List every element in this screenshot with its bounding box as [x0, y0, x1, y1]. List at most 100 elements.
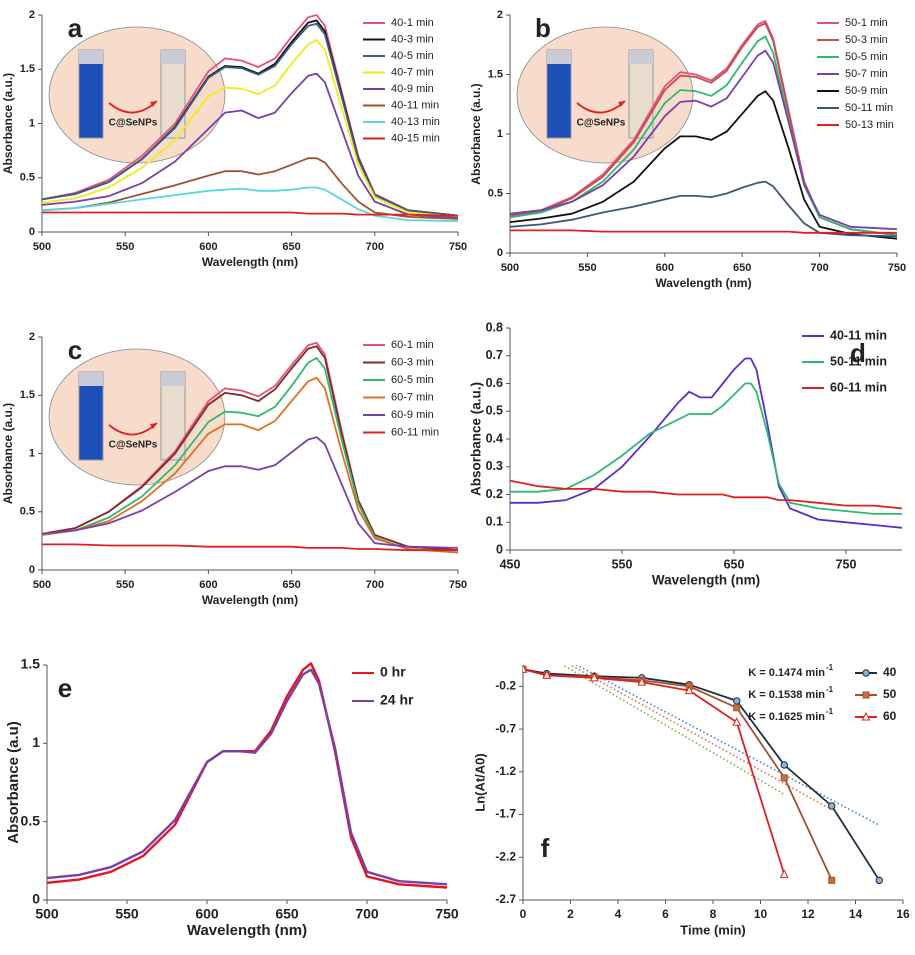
series-line [509, 49, 898, 231]
legend-label: 50-5 min [845, 51, 888, 63]
x-tick-label: 2 [567, 907, 574, 921]
marker [875, 876, 883, 885]
y-tick-label: 0 [497, 247, 503, 259]
marker [732, 717, 742, 726]
x-tick-label: 750 [435, 906, 459, 922]
y-tick-label: 0.5 [488, 187, 503, 199]
legend-label: 60 [883, 709, 897, 723]
y-tick-label: 0 [29, 564, 35, 576]
y-tick-label: -0.7 [495, 721, 516, 735]
marker [780, 774, 788, 782]
legend-label: 40-3 min [391, 33, 434, 45]
y-tick-label: 0.7 [486, 348, 503, 362]
x-tick-label: 700 [366, 579, 384, 591]
x-axis-title: Wavelength (nm) [202, 255, 298, 269]
x-tick-label: 500 [33, 579, 51, 591]
marker [733, 704, 741, 712]
y-tick-label: 0.5 [20, 506, 35, 518]
series-line [41, 376, 459, 554]
y-tick-label: 0.2 [486, 487, 503, 501]
cuvette-cap [161, 50, 185, 64]
legend-label: 40-5 min [391, 50, 434, 62]
y-tick-label: 0.5 [486, 404, 503, 418]
legend-label: 60-1 min [391, 339, 434, 351]
cuvette-cap [79, 50, 103, 64]
legend-label: 40-11 min [830, 328, 887, 342]
x-tick-label: 500 [33, 241, 51, 253]
cuvette-clear [628, 49, 654, 139]
series-line [510, 229, 897, 234]
y-axis-title: Ln(At/A0) [472, 753, 487, 812]
x-tick-label: 650 [282, 579, 300, 591]
x-tick-label: 450 [500, 557, 521, 571]
series-line [509, 90, 898, 240]
x-tick-label: 700 [355, 906, 379, 922]
y-tick-label: 0 [496, 542, 503, 556]
x-tick-label: 6 [662, 907, 669, 921]
x-tick-label: 650 [724, 557, 745, 571]
series-line [46, 662, 448, 889]
inset-arrowhead [618, 101, 625, 107]
marker [862, 669, 870, 677]
y-tick-label: 1.5 [488, 68, 503, 80]
y-axis-title: Absorbance (a.u) [5, 721, 22, 844]
marker [861, 711, 871, 721]
legend-label: 60-11 min [830, 380, 887, 394]
legend-label: 60-3 min [391, 356, 434, 368]
legend-label: 50-11 min [830, 354, 887, 368]
x-tick-label: 600 [195, 906, 219, 922]
series-line [41, 436, 459, 549]
rate-constant: K = 0.1625 min [748, 711, 825, 723]
marker [828, 802, 836, 810]
marker [780, 761, 788, 769]
inset-arrowhead [150, 101, 157, 107]
y-tick-label: 0.8 [486, 320, 503, 334]
legend-label: 24 hr [380, 692, 414, 708]
panel-label: c [68, 335, 82, 365]
inset-bubble [48, 26, 226, 164]
trend-line [561, 665, 785, 796]
y-tick-label: -2.2 [495, 849, 516, 863]
x-axis-title: Wavelength (nm) [202, 593, 298, 607]
plot-area [46, 662, 448, 889]
x-axis-title: Wavelength (nm) [652, 573, 760, 588]
x-tick-label: 550 [612, 557, 633, 571]
x-tick-label: 500 [35, 906, 59, 922]
inset-bubble [516, 26, 694, 164]
cuvette-blue [78, 371, 104, 461]
x-tick-label: 10 [754, 907, 768, 921]
cuvette-cap [161, 372, 185, 386]
legend: 60-1 min 60-3 min 60-5 min 60-7 min 60-9 min… [363, 339, 439, 438]
legend: 40-1 min 40-3 min 40-5 min 40-7 min 40-9 min… [363, 17, 440, 144]
y-tick-label: -2.7 [495, 892, 516, 906]
x-tick-label: 650 [275, 906, 299, 922]
x-tick-label: 8 [710, 907, 717, 921]
cuvette-blue [78, 49, 104, 139]
legend-label: 40-7 min [391, 66, 434, 78]
y-tick-label: 0.4 [486, 431, 503, 445]
x-tick-label: 0 [520, 907, 527, 921]
plot-area [41, 341, 459, 554]
x-tick-label: 750 [836, 557, 857, 571]
x-tick-label: 700 [810, 262, 828, 274]
y-tick-label: 1.5 [20, 389, 35, 401]
y-tick-label: 2 [29, 331, 35, 343]
legend-label: 60-9 min [391, 409, 434, 421]
legend: 50-1 min 50-3 min 50-5 min 50-7 min 50-9 min… [817, 17, 894, 131]
marker [589, 672, 599, 682]
panel-label: a [68, 13, 83, 43]
series-line [510, 357, 903, 529]
x-tick-label: 550 [578, 262, 596, 274]
x-tick-label: 550 [116, 241, 134, 253]
marker [828, 876, 836, 884]
legend-label: 60-11 min [391, 426, 439, 438]
series-line [41, 39, 459, 218]
legend-label: 50-3 min [845, 34, 888, 46]
legend-label: 40-1 min [391, 17, 434, 29]
y-tick-label: 1 [29, 117, 35, 129]
marker [862, 691, 870, 699]
plot-area [41, 14, 459, 223]
y-tick-label: -0.2 [495, 679, 516, 693]
legend-label: 40 [883, 665, 897, 679]
